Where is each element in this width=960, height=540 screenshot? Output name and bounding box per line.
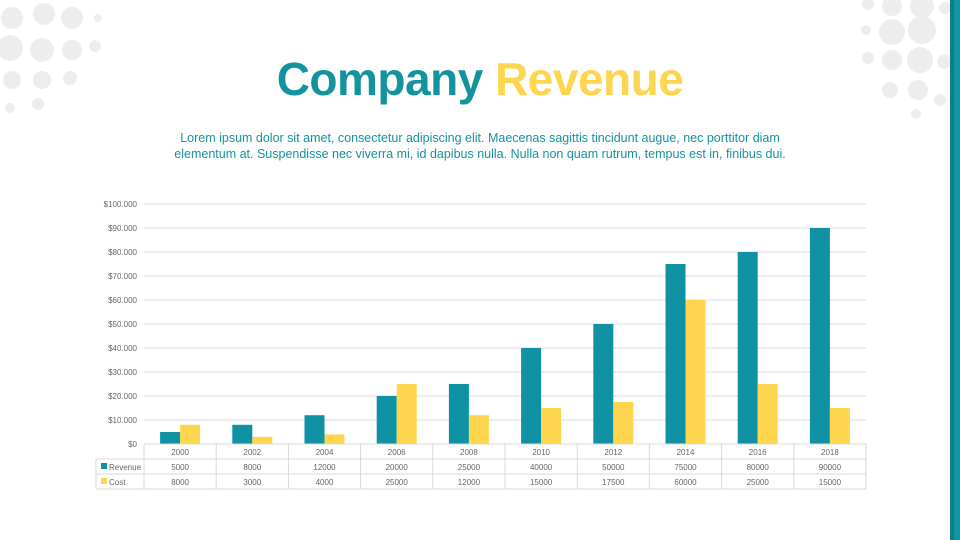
slide-subtitle: Lorem ipsum dolor sit amet, consectetur … bbox=[174, 131, 786, 161]
y-tick-label: $20.000 bbox=[108, 392, 137, 401]
right-accent-bar bbox=[950, 0, 960, 540]
bar-cost bbox=[829, 408, 850, 444]
y-tick-label: $50.000 bbox=[108, 320, 137, 329]
table-cell-value: 90000 bbox=[819, 463, 842, 472]
y-tick-label: $80.000 bbox=[108, 248, 137, 257]
y-tick-label: $40.000 bbox=[108, 344, 137, 353]
table-cell-value: 25000 bbox=[458, 463, 481, 472]
slide-title: Company Revenue bbox=[0, 52, 960, 106]
bar-cost bbox=[541, 408, 562, 444]
table-cell-value: 8000 bbox=[243, 463, 261, 472]
bar-revenue bbox=[160, 432, 181, 444]
table-cell-value: 50000 bbox=[602, 463, 625, 472]
table-cell-value: 8000 bbox=[171, 478, 189, 487]
decorative-dots-right bbox=[861, 0, 950, 119]
bar-cost bbox=[685, 300, 706, 444]
bar-cost bbox=[396, 384, 417, 444]
table-cell-value: 4000 bbox=[316, 478, 334, 487]
bar-revenue bbox=[521, 348, 542, 444]
decorative-dots-left bbox=[0, 3, 102, 113]
bar-revenue bbox=[737, 252, 758, 444]
legend-label-cost: Cost bbox=[109, 478, 126, 487]
bar-cost bbox=[613, 402, 634, 444]
legend-key-revenue bbox=[101, 463, 107, 469]
x-tick-label: 2016 bbox=[749, 448, 767, 457]
table-cell-value: 25000 bbox=[747, 478, 770, 487]
table-cell-value: 80000 bbox=[747, 463, 770, 472]
table-cell-value: 15000 bbox=[819, 478, 842, 487]
bar-revenue bbox=[448, 384, 469, 444]
bar-cost bbox=[324, 434, 345, 444]
table-cell-value: 15000 bbox=[530, 478, 553, 487]
bar-revenue bbox=[665, 264, 686, 444]
table-cell-value: 17500 bbox=[602, 478, 625, 487]
legend-label-revenue: Revenue bbox=[109, 463, 142, 472]
y-tick-label: $100.000 bbox=[104, 200, 138, 209]
table-cell-value: 20000 bbox=[386, 463, 409, 472]
table-cell-value: 40000 bbox=[530, 463, 553, 472]
table-cell-value: 3000 bbox=[243, 478, 261, 487]
table-cell-value: 12000 bbox=[458, 478, 481, 487]
bar-revenue bbox=[232, 424, 253, 444]
y-tick-label: $70.000 bbox=[108, 272, 137, 281]
x-tick-label: 2010 bbox=[532, 448, 550, 457]
bar-cost bbox=[180, 424, 201, 444]
title-word-company: Company bbox=[276, 53, 484, 105]
bar-cost bbox=[252, 436, 273, 444]
x-tick-label: 2000 bbox=[171, 448, 189, 457]
x-tick-label: 2004 bbox=[316, 448, 334, 457]
x-tick-label: 2002 bbox=[243, 448, 261, 457]
x-tick-label: 2006 bbox=[388, 448, 406, 457]
bar-revenue bbox=[809, 228, 830, 444]
bar-cost bbox=[468, 415, 489, 444]
legend-key-cost bbox=[101, 478, 107, 484]
title-word-revenue: Revenue bbox=[495, 53, 684, 105]
table-cell-value: 60000 bbox=[674, 478, 697, 487]
table-cell-value: 5000 bbox=[171, 463, 189, 472]
bar-revenue bbox=[304, 415, 325, 444]
y-tick-label: $90.000 bbox=[108, 224, 137, 233]
y-tick-label: $30.000 bbox=[108, 368, 137, 377]
x-tick-label: 2018 bbox=[821, 448, 839, 457]
table-cell-value: 12000 bbox=[313, 463, 336, 472]
table-cell-value: 25000 bbox=[386, 478, 409, 487]
x-tick-label: 2014 bbox=[677, 448, 695, 457]
y-tick-label: $60.000 bbox=[108, 296, 137, 305]
x-tick-label: 2012 bbox=[604, 448, 622, 457]
bar-revenue bbox=[593, 324, 614, 444]
y-tick-label: $0 bbox=[128, 440, 137, 449]
table-cell-value: 75000 bbox=[674, 463, 697, 472]
y-tick-label: $10.000 bbox=[108, 416, 137, 425]
bar-revenue bbox=[376, 396, 397, 444]
x-tick-label: 2008 bbox=[460, 448, 478, 457]
bar-cost bbox=[757, 384, 778, 444]
